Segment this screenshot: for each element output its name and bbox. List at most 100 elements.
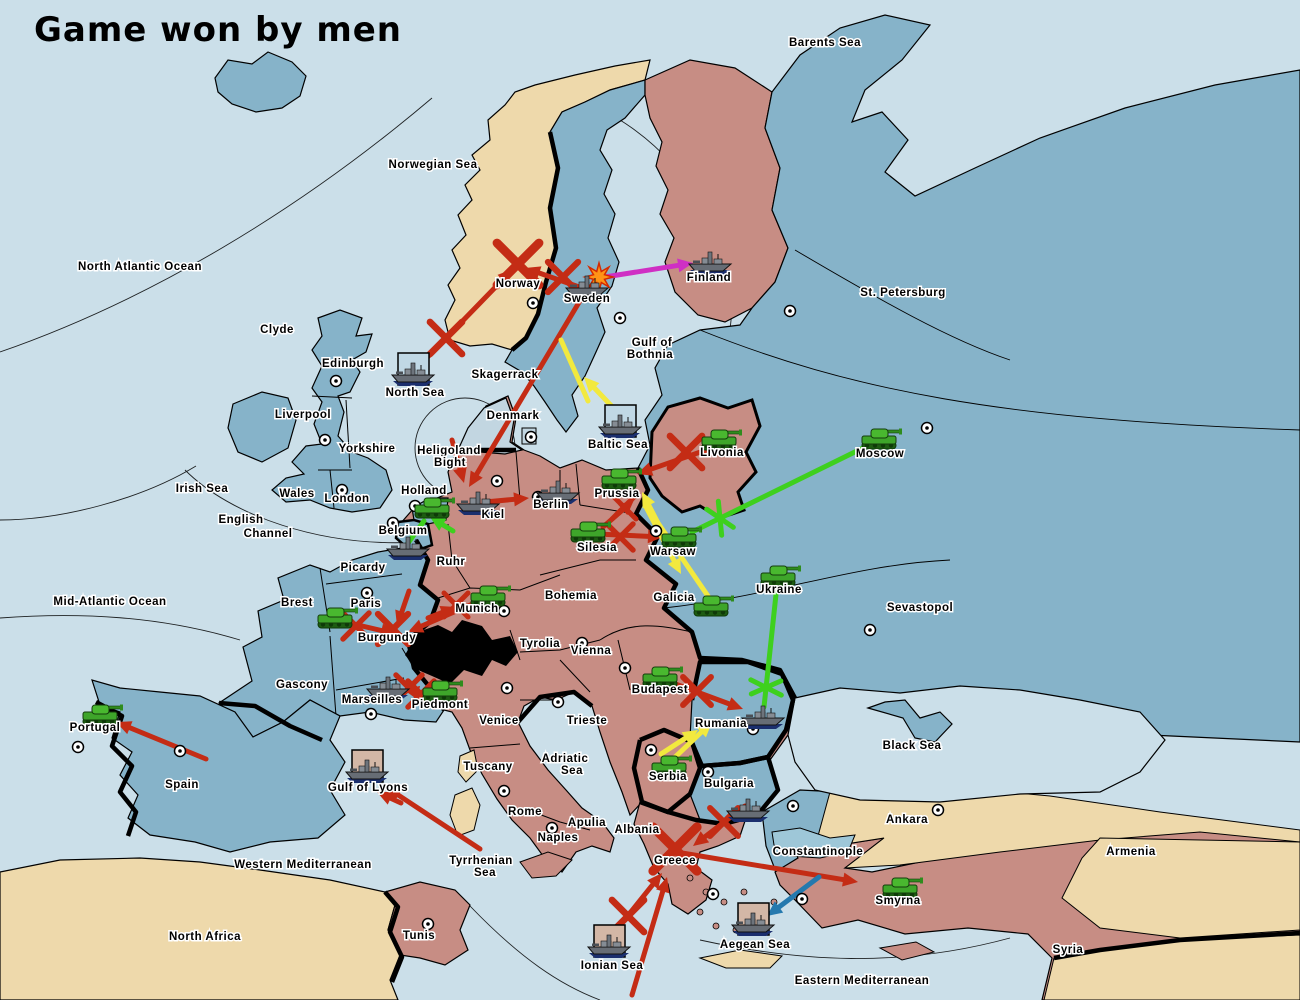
map-label: Finland <box>687 272 731 284</box>
map-label: Eastern Mediterranean <box>795 975 930 987</box>
map-label: Livonia <box>700 447 744 459</box>
order-arrow-yellow <box>669 722 712 763</box>
army-unit[interactable] <box>601 468 642 490</box>
map-label: Venice <box>479 715 518 727</box>
army-unit[interactable] <box>693 595 734 617</box>
map-label: English <box>218 514 263 526</box>
supply-center-icon <box>551 695 565 709</box>
map-label: Greece <box>654 855 696 867</box>
map-label: Aegean Sea <box>720 939 790 951</box>
order-arrow-red <box>377 791 404 806</box>
map-label: Barents Sea <box>789 37 861 49</box>
map-overlay-layer: Barents Sea Norwegian Sea North Atlantic O… <box>52 36 1157 998</box>
map-label: Rome <box>508 806 542 818</box>
supply-center-icon <box>545 821 559 835</box>
army-unit[interactable] <box>414 497 455 519</box>
fleet-unit[interactable] <box>586 924 632 958</box>
supply-center-icon <box>706 887 720 901</box>
britain-province-borders <box>311 395 353 509</box>
army-unit[interactable] <box>82 704 123 726</box>
fleet-unit[interactable] <box>725 798 771 822</box>
fleet-unit[interactable] <box>344 749 390 783</box>
army-unit[interactable] <box>701 429 742 451</box>
map-label: North Atlantic Ocean <box>78 261 202 273</box>
map-label: Ukraine <box>756 584 802 596</box>
failed-order-x <box>680 674 714 708</box>
province-switzerland-impassable <box>405 620 518 684</box>
army-unit[interactable] <box>861 428 902 450</box>
army-unit[interactable] <box>570 521 611 543</box>
map-label: London <box>324 493 369 505</box>
failed-order-x <box>426 318 466 358</box>
order-arrow-green <box>689 443 870 538</box>
map-label: North Sea <box>386 387 445 399</box>
army-unit[interactable] <box>760 565 801 587</box>
map-label: Baltic Sea <box>588 439 648 451</box>
map-label: St. Petersburg <box>860 287 946 299</box>
map-label: North Africa <box>169 931 241 943</box>
order-arrow-yellow <box>642 502 681 574</box>
map-label: Sea <box>561 765 583 777</box>
supply-center-icon <box>360 586 374 600</box>
army-unit[interactable] <box>661 526 702 548</box>
failed-order-x <box>609 492 639 522</box>
army-unit[interactable] <box>651 755 692 777</box>
map-label: Vienna <box>571 645 612 657</box>
fleet-unit[interactable] <box>564 275 610 299</box>
map-label: Picardy <box>340 562 385 574</box>
province-armenia <box>1061 837 1300 939</box>
fleet-unit[interactable] <box>385 536 431 560</box>
fleet-unit[interactable] <box>597 404 643 438</box>
supply-center-icon <box>526 296 540 310</box>
map-label: Trieste <box>567 715 608 727</box>
map-label: Munich <box>455 603 498 615</box>
fleet-unit[interactable] <box>365 676 411 700</box>
order-arrow-red <box>116 721 209 762</box>
map-label: Liverpool <box>275 409 331 421</box>
map-label: Prussia <box>594 488 639 500</box>
map-label: Galicia <box>653 592 694 604</box>
army-unit[interactable] <box>642 666 683 688</box>
fleet-unit[interactable] <box>730 902 776 936</box>
army-unit[interactable] <box>882 877 923 899</box>
map-label: Wales <box>279 488 314 500</box>
failed-order-x <box>374 610 412 648</box>
map-label: Norwegian Sea <box>389 159 478 171</box>
failed-order-x <box>604 521 636 553</box>
army-unit[interactable] <box>470 585 511 607</box>
order-arrow-green <box>405 518 427 546</box>
map-label: Western Mediterranean <box>234 859 371 871</box>
fleet-unit[interactable] <box>455 491 501 515</box>
fleet-unit[interactable] <box>535 480 581 504</box>
supply-center-icon <box>497 604 511 618</box>
province-iceland <box>214 51 307 113</box>
map-label: Apulia <box>568 817 606 829</box>
map-label: Bulgaria <box>704 778 754 790</box>
supply-center-icon <box>386 516 400 530</box>
supply-center-icon <box>613 311 627 325</box>
supply-center-icon <box>575 636 589 650</box>
map-label: Kiel <box>481 509 504 521</box>
supply-center-icon <box>863 623 877 637</box>
map-label: Sweden <box>564 293 610 305</box>
map-label: Black Sea <box>883 740 942 752</box>
map-label: Piedmont <box>412 699 468 711</box>
army-unit[interactable] <box>422 680 463 702</box>
supply-center-icon <box>920 421 934 435</box>
map-label: Smyrna <box>875 895 920 907</box>
fleet-unit[interactable] <box>390 352 436 386</box>
fleet-unit[interactable] <box>740 705 786 729</box>
supply-center-icon <box>329 374 343 388</box>
map-label: Denmark <box>487 410 540 422</box>
map-label: Brest <box>281 597 313 609</box>
map-label: Rumania <box>695 718 747 730</box>
map-label: Ionian Sea <box>581 960 644 972</box>
failed-order-x <box>666 432 706 472</box>
army-unit[interactable] <box>317 607 358 629</box>
map-label: Serbia <box>649 771 687 783</box>
island-sicily <box>519 851 573 879</box>
fleet-unit[interactable] <box>687 251 733 275</box>
